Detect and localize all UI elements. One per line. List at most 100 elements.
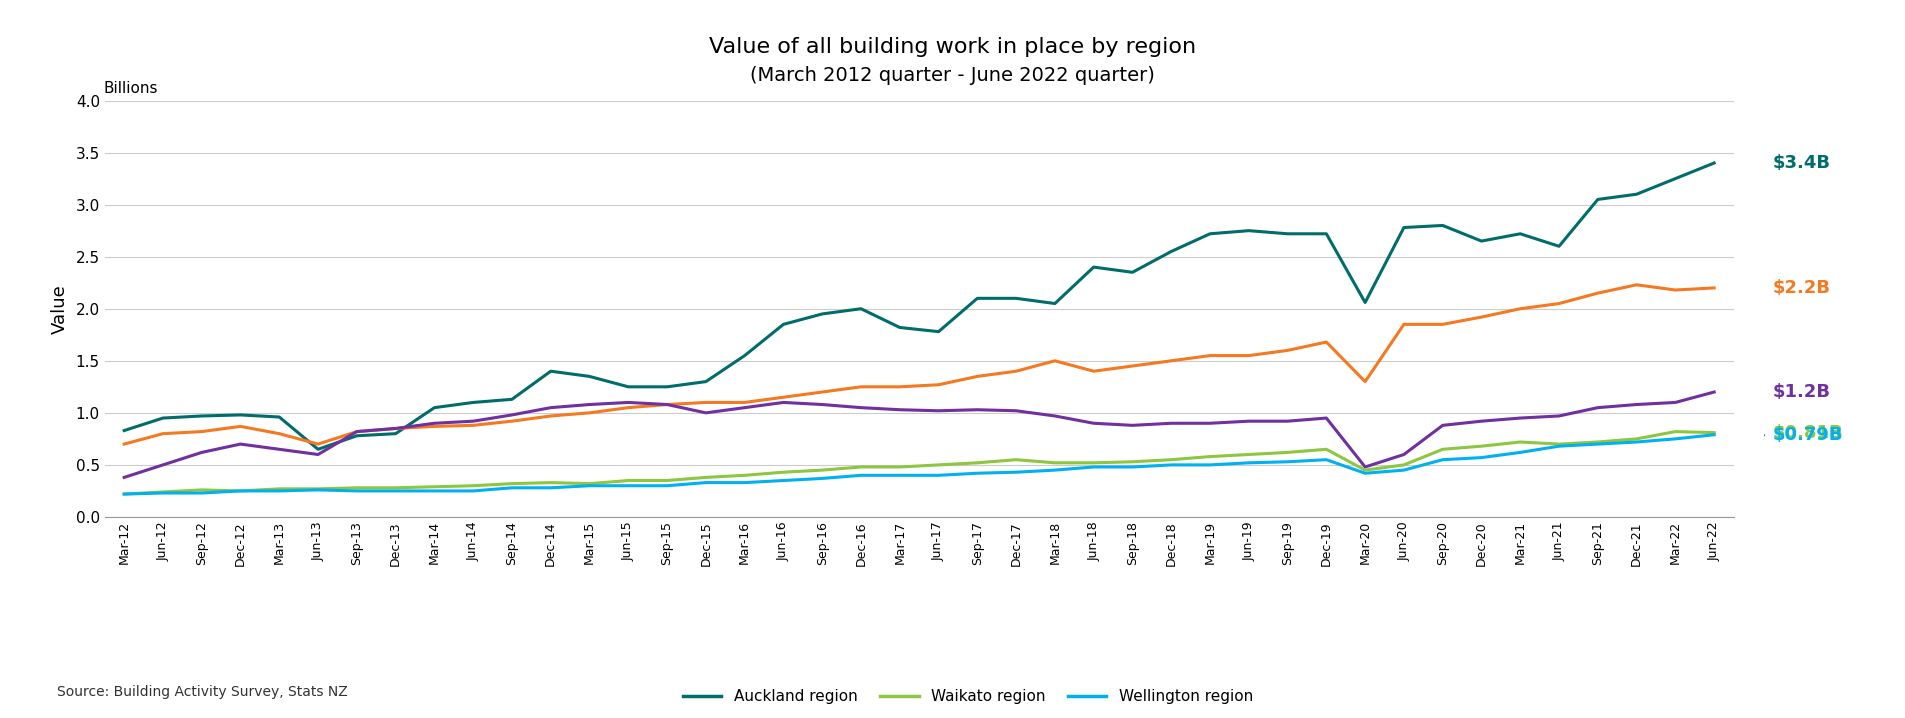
Waikato region — [423, 482, 446, 491]
Auckland region — [539, 367, 562, 376]
Text: Source: Building Activity Survey, Stats NZ: Source: Building Activity Survey, Stats … — [57, 686, 349, 699]
Rest of New Zealand — [229, 422, 251, 431]
Waikato region — [1587, 438, 1610, 447]
Auckland region — [966, 294, 989, 303]
Wellington region — [1004, 468, 1027, 477]
Auckland region — [1509, 230, 1532, 238]
Auckland region — [1547, 242, 1570, 251]
Text: $0.81B: $0.81B — [1772, 424, 1842, 442]
Waikato region — [772, 468, 794, 477]
Wellington region — [190, 489, 213, 498]
Wellington region — [345, 487, 368, 495]
Rest of New Zealand — [1625, 281, 1648, 289]
Canterbury region — [423, 419, 446, 427]
Auckland region — [850, 304, 872, 313]
Wellington region — [1663, 434, 1686, 443]
Auckland region — [1082, 263, 1105, 271]
Waikato region — [1004, 455, 1027, 464]
Canterbury region — [112, 473, 135, 482]
Wellington region — [1082, 462, 1105, 471]
Rest of New Zealand — [307, 439, 330, 448]
Auckland region — [501, 395, 524, 404]
Canterbury region — [1238, 417, 1261, 426]
Rest of New Zealand — [1314, 337, 1337, 346]
Canterbury region — [1663, 398, 1686, 406]
Waikato region — [1160, 455, 1183, 464]
Rest of New Zealand — [695, 398, 718, 406]
Waikato region — [850, 462, 872, 471]
Wellington region — [1160, 461, 1183, 470]
Auckland region — [1354, 298, 1377, 307]
Rest of New Zealand — [385, 424, 408, 433]
Auckland region — [577, 372, 600, 381]
Auckland region — [423, 404, 446, 412]
Waikato region — [1625, 434, 1648, 443]
Canterbury region — [1082, 419, 1105, 427]
Canterbury region — [501, 411, 524, 419]
Wellington region — [772, 476, 794, 485]
Wellington region — [307, 485, 330, 494]
Auckland region — [1044, 299, 1067, 308]
Wellington region — [1547, 442, 1570, 450]
Wellington region — [1314, 455, 1337, 464]
Waikato region — [1393, 461, 1415, 470]
Canterbury region — [152, 461, 175, 470]
Canterbury region — [888, 406, 911, 414]
Wellington region — [655, 481, 678, 490]
Canterbury region — [269, 445, 291, 454]
Canterbury region — [850, 404, 872, 412]
Waikato region — [1431, 445, 1454, 454]
Auckland region — [695, 378, 718, 386]
Wellington region — [812, 474, 834, 482]
Wellington region — [152, 489, 175, 498]
Rest of New Zealand — [966, 372, 989, 381]
Waikato region — [1276, 448, 1299, 457]
Canterbury region — [772, 398, 794, 406]
Canterbury region — [1703, 388, 1726, 396]
Rest of New Zealand — [269, 429, 291, 438]
Rest of New Zealand — [1431, 320, 1454, 329]
Rest of New Zealand — [1663, 286, 1686, 294]
Rest of New Zealand — [1471, 313, 1494, 322]
Auckland region — [1471, 237, 1494, 246]
Wellington region — [1509, 448, 1532, 457]
Rest of New Zealand — [617, 404, 640, 412]
Canterbury region — [1431, 421, 1454, 429]
Text: $2.2B: $2.2B — [1772, 279, 1831, 297]
Auckland region — [1663, 174, 1686, 183]
Text: $3.4B: $3.4B — [1772, 154, 1831, 172]
Y-axis label: Value: Value — [51, 284, 69, 334]
Canterbury region — [1120, 421, 1143, 429]
Auckland region — [1004, 294, 1027, 303]
Waikato region — [501, 480, 524, 488]
Canterbury region — [1547, 411, 1570, 420]
Waikato region — [269, 485, 291, 493]
Waikato region — [190, 485, 213, 494]
Line: Waikato region: Waikato region — [124, 432, 1714, 494]
Waikato region — [1198, 452, 1221, 461]
Rest of New Zealand — [461, 421, 484, 429]
Rest of New Zealand — [812, 388, 834, 396]
Auckland region — [928, 327, 951, 336]
Rest of New Zealand — [1082, 367, 1105, 376]
Wellington region — [1471, 453, 1494, 462]
Canterbury region — [1354, 462, 1377, 471]
Waikato region — [1703, 429, 1726, 437]
Wellington region — [1354, 469, 1377, 477]
Auckland region — [1238, 226, 1261, 235]
Text: Value of all building work in place by region: Value of all building work in place by r… — [709, 37, 1196, 57]
Rest of New Zealand — [501, 417, 524, 426]
Waikato region — [577, 480, 600, 488]
Canterbury region — [617, 398, 640, 406]
Rest of New Zealand — [655, 400, 678, 409]
Auckland region — [1393, 223, 1415, 232]
Auckland region — [1276, 230, 1299, 238]
Rest of New Zealand — [1004, 367, 1027, 376]
Rest of New Zealand — [345, 427, 368, 436]
Waikato region — [617, 476, 640, 485]
Wellington region — [1703, 430, 1726, 439]
Waikato region — [461, 481, 484, 490]
Rest of New Zealand — [539, 411, 562, 420]
Rest of New Zealand — [1238, 351, 1261, 360]
Wellington region — [112, 490, 135, 498]
